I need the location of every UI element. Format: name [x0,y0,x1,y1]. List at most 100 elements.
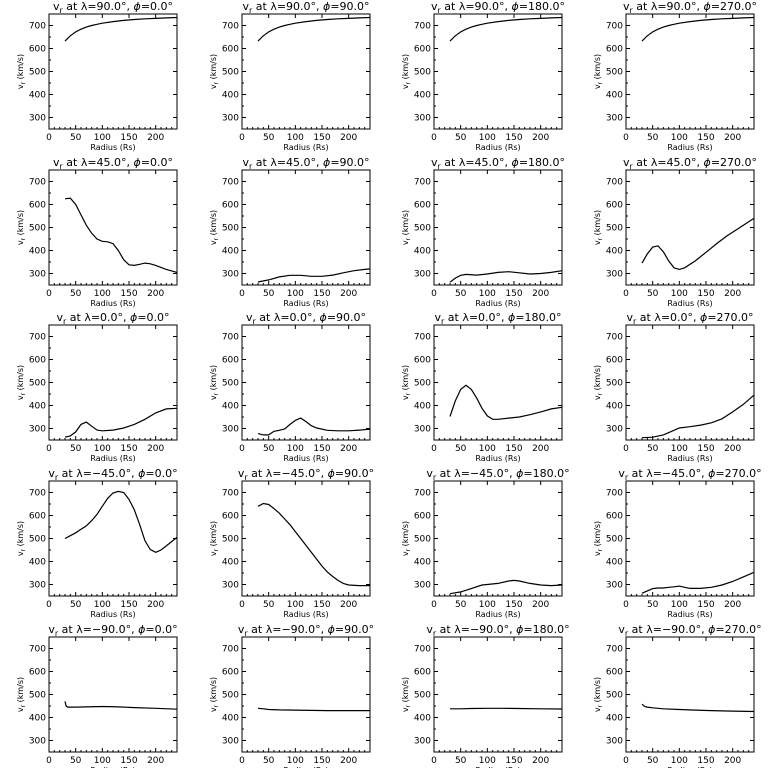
x-axis-label: Radius (Rs) [90,766,135,768]
title-subscript: r [437,6,441,15]
title-subscript: r [633,317,637,326]
x-tick-label: 0 [239,600,245,610]
x-tick-label: 200 [340,444,357,454]
x-tick-label: 100 [287,133,304,143]
y-tick-label: 300 [222,737,239,747]
y-tick-label: 600 [414,668,431,678]
x-tick-label: 50 [455,133,467,143]
chart-title: vr at λ=−45.0°, ϕ=0.0° [48,467,177,482]
y-tick-label: 400 [222,91,239,101]
title-var: v [238,467,245,480]
title-subscript: r [629,6,633,15]
x-axis-label: Radius (Rs) [475,610,520,619]
x-tick-label: 50 [455,756,467,766]
y-tick-label: 300 [414,737,431,747]
series-line [64,16,178,42]
plot-frame [433,636,563,753]
y-tick-label: 300 [29,270,46,280]
chart-panel: vr at λ=0.0°, ϕ=270.0°0 50 100 150 200300400… [593,311,755,463]
x-axis-label: Radius (Rs) [283,143,328,152]
chart-title: vr at λ=−45.0°, ϕ=270.0° [618,467,761,482]
chart-title: vr at λ=−90.0°, ϕ=270.0° [618,623,761,638]
y-tick-label: 300 [414,581,431,591]
ylabel-subscript: r [405,548,412,551]
y-tick-label: 700 [606,489,623,499]
ylabel-var: v [209,84,218,89]
x-tick-label: 100 [479,289,496,299]
y-tick-label: 400 [606,247,623,257]
x-tick-label: 50 [70,133,82,143]
title-phi: ϕ [512,0,519,13]
ylabel-subscript: r [213,392,220,395]
x-axis-label: Radius (Rs) [667,143,712,152]
y-axis-label: vr (km/s) [593,54,604,89]
chart-title: vr at λ=45.0°, ϕ=180.0° [431,156,565,171]
y-tick-label: 700 [606,22,623,32]
y-tick-label: 500 [606,224,623,234]
chart-title: vr at λ=−45.0°, ϕ=90.0° [238,467,374,482]
x-tick-label: 200 [340,600,357,610]
title-latitude: at λ=−90.0°, [436,623,516,636]
x-tick-label: 100 [479,756,496,766]
title-subscript: r [63,317,67,326]
title-latitude: at λ=−90.0°, [58,623,138,636]
x-tick-label: 150 [697,444,714,454]
y-axis-label: vr (km/s) [593,365,604,400]
y-tick-label: 600 [606,512,623,522]
ylabel-units: (km/s) [209,54,218,82]
y-tick-label: 600 [222,45,239,55]
title-phi: ϕ [704,0,711,13]
y-tick-label: 700 [29,645,46,655]
chart-panel: vr at λ=−90.0°, ϕ=270.0°0 50 100 150 2003004… [593,623,762,768]
title-subscript: r [244,473,248,482]
x-tick-label: 50 [263,756,275,766]
title-latitude: at λ=−45.0°, [58,467,138,480]
y-tick-label: 400 [606,714,623,724]
y-axis-label: vr (km/s) [593,677,604,712]
x-tick-label: 150 [120,289,137,299]
title-phi: ϕ [704,156,711,169]
x-tick-label: 100 [671,600,688,610]
ylabel-units: (km/s) [401,521,410,549]
x-tick-label: 200 [532,756,549,766]
y-tick-label: 500 [606,535,623,545]
y-tick-label: 300 [414,425,431,435]
ylabel-units: (km/s) [16,210,25,238]
ylabel-var: v [16,395,25,400]
title-var: v [431,0,438,13]
x-tick-label: 100 [94,600,111,610]
y-tick-label: 600 [606,668,623,678]
y-tick-label: 500 [414,224,431,234]
x-axis-label: Radius (Rs) [667,610,712,619]
y-tick-label: 700 [414,178,431,188]
x-tick-label: 50 [647,444,659,454]
x-tick-label: 0 [239,133,245,143]
title-var: v [242,0,249,13]
ylabel-subscript: r [20,392,27,395]
x-tick-label: 200 [147,756,164,766]
title-latitude: at λ=90.0°, [441,0,512,13]
y-tick-label: 500 [29,224,46,234]
y-tick-label: 500 [222,379,239,389]
y-tick-label: 500 [222,691,239,701]
title-phi: ϕ [134,0,141,13]
x-tick-label: 0 [623,756,629,766]
x-tick-label: 200 [724,600,741,610]
y-tick-label: 500 [29,68,46,78]
series-line [64,407,178,438]
plot-frame [625,480,755,597]
y-tick-label: 400 [222,714,239,724]
x-tick-label: 200 [724,133,741,143]
x-tick-label: 50 [263,133,275,143]
chart-title: vr at λ=90.0°, ϕ=0.0° [53,0,173,15]
title-longitude: =270.0° [715,467,761,480]
title-subscript: r [244,629,248,638]
ylabel-units: (km/s) [401,365,410,393]
y-tick-label: 700 [222,178,239,188]
y-tick-label: 600 [414,512,431,522]
y-tick-label: 400 [29,714,46,724]
x-tick-label: 200 [724,756,741,766]
ylabel-var: v [593,707,602,712]
chart-panel: vr at λ=−45.0°, ϕ=180.0°0 50 100 150 2003004… [401,467,570,619]
y-tick-label: 500 [222,224,239,234]
